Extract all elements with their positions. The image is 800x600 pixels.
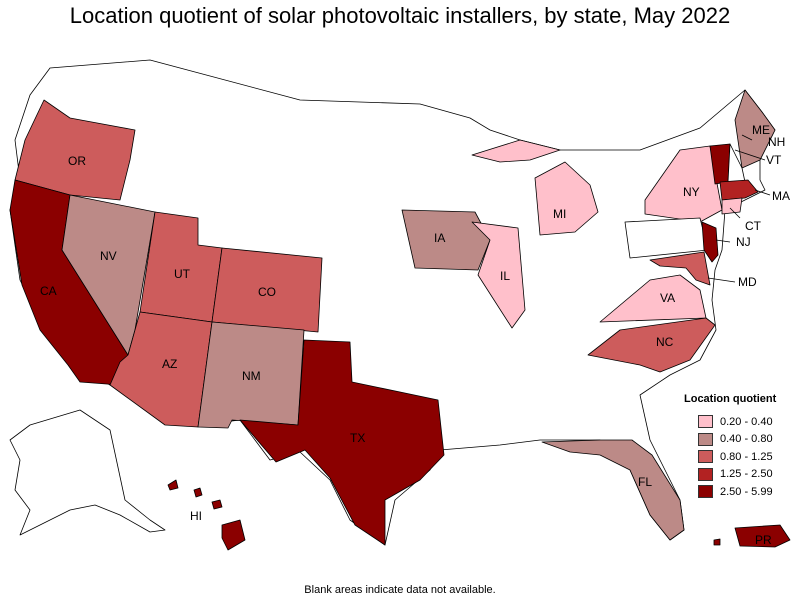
legend-item: 0.40 - 0.80	[684, 431, 796, 449]
label-nv: NV	[100, 249, 117, 263]
label-md: MD	[738, 275, 757, 289]
label-me: ME	[752, 123, 770, 137]
legend-swatch	[698, 485, 713, 499]
label-or: OR	[68, 154, 86, 168]
state-hi[interactable]	[167, 479, 246, 551]
callout-lines	[707, 134, 771, 283]
legend-label: 0.80 - 1.25	[720, 450, 773, 463]
label-fl: FL	[638, 475, 652, 489]
label-nm: NM	[242, 369, 261, 383]
state-co[interactable]	[211, 247, 323, 333]
state-nm[interactable]	[197, 321, 305, 429]
label-ia: IA	[434, 231, 445, 245]
legend-label: 0.40 - 0.80	[720, 433, 773, 446]
label-ma: MA	[772, 189, 790, 203]
label-ca: CA	[40, 284, 57, 298]
state-ia[interactable]	[401, 209, 491, 271]
label-nh: NH	[768, 135, 785, 149]
label-co: CO	[258, 285, 276, 299]
state-nc[interactable]	[587, 317, 716, 373]
legend-swatch	[698, 467, 713, 481]
state-tx[interactable]	[239, 339, 445, 546]
label-il: IL	[500, 269, 510, 283]
state-ct[interactable]	[721, 197, 743, 215]
legend-item: 0.80 - 1.25	[684, 448, 796, 466]
label-tx: TX	[350, 431, 365, 445]
label-az: AZ	[162, 357, 177, 371]
legend-item: 2.50 - 5.99	[684, 483, 796, 501]
state-fl[interactable]	[541, 439, 685, 541]
label-va: VA	[660, 291, 675, 305]
label-pr: PR	[755, 533, 772, 547]
label-nj: NJ	[736, 235, 751, 249]
label-hi: HI	[190, 509, 202, 523]
label-mi: MI	[553, 207, 566, 221]
legend-swatch	[698, 432, 713, 446]
state-pr[interactable]	[713, 524, 791, 548]
legend-item: 0.20 - 0.40	[684, 413, 796, 431]
label-ny: NY	[683, 185, 700, 199]
state-nj[interactable]	[701, 221, 719, 263]
label-ut: UT	[174, 267, 191, 281]
legend: Location quotient 0.20 - 0.40 0.40 - 0.8…	[684, 393, 796, 501]
legend-swatch	[698, 415, 713, 429]
state-md[interactable]	[649, 251, 711, 286]
state-ma[interactable]	[719, 179, 759, 201]
footnote: Blank areas indicate data not available.	[304, 584, 496, 596]
state-ak	[9, 409, 166, 536]
map-title: Location quotient of solar photovoltaic …	[69, 3, 731, 28]
state-or[interactable]	[14, 99, 136, 201]
state-va[interactable]	[599, 274, 707, 323]
legend-label: 0.20 - 0.40	[720, 415, 773, 428]
label-vt: VT	[766, 153, 782, 167]
legend-swatch	[698, 450, 713, 464]
legend-title: Location quotient	[684, 393, 777, 405]
label-ct: CT	[745, 219, 762, 233]
state-il[interactable]	[471, 221, 526, 329]
legend-label: 1.25 - 2.50	[720, 468, 773, 481]
state-me[interactable]	[734, 89, 776, 169]
legend-label: 2.50 - 5.99	[720, 485, 773, 498]
legend-item: 1.25 - 2.50	[684, 466, 796, 484]
state-mi[interactable]	[471, 139, 599, 236]
label-nc: NC	[656, 335, 674, 349]
